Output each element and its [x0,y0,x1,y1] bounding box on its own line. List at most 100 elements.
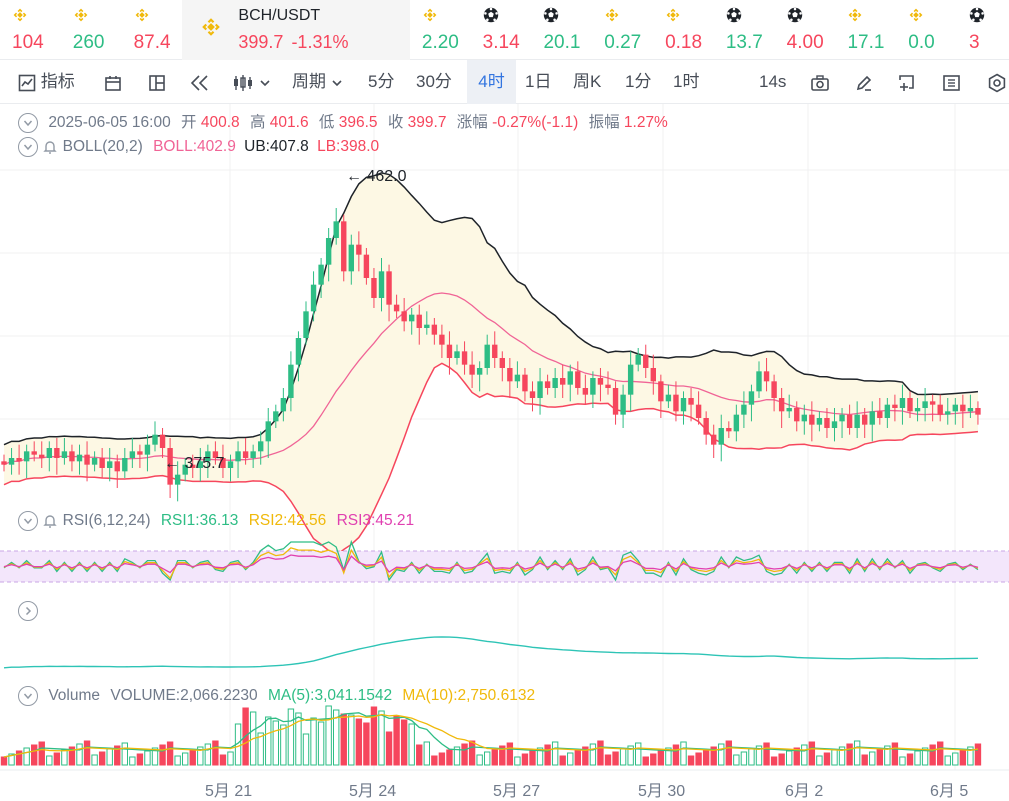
volume-bar [23,747,30,766]
candle-body [461,351,468,365]
volume-bar [76,743,83,766]
candle-body [945,411,951,415]
candle-body [91,458,98,465]
candle-body [695,404,702,418]
ticker-item[interactable]: 20.1 [531,0,592,60]
amplitude-label: 振幅 [588,114,620,131]
boll-band-fill [4,172,978,556]
volume-value: VOLUME:2,066.2230 [110,687,258,705]
ticker-price-value: 0.27 [604,32,642,53]
period-dropdown[interactable]: 周期 [292,60,343,104]
volume-bar [393,715,400,766]
low-annotation: ← 375.7 [164,455,225,472]
settings-button[interactable] [987,60,1007,104]
candle-body [967,408,974,412]
ticker-item[interactable]: 4.00 [775,0,836,60]
interval-1w[interactable]: 周K [573,60,609,104]
settings-panel-button[interactable] [942,60,962,104]
rsi3-line [3,554,979,574]
ticker-item[interactable]: 0.18 [653,0,714,60]
screenshot-button[interactable] [810,60,830,104]
ticker-price-value: 104 [12,32,44,53]
volume-bar [506,742,514,766]
ticker-price-value: 20.1 [543,32,581,53]
ticker-item[interactable]: 13.7 [714,0,775,60]
candle-body [567,371,573,385]
candle-body [733,414,740,432]
replay-button[interactable] [190,60,210,104]
collapse-toggle[interactable] [18,511,38,531]
ticker-item[interactable]: 87.4 [122,0,183,60]
indicator-3-line [3,636,978,669]
candle-body [31,451,37,455]
boll-legend: BOLL(20,2) BOLL:402.9 UB:407.8 LB:398.0 [18,137,379,157]
collapse-toggle[interactable] [18,137,38,157]
candle-body [258,441,264,452]
ticker-item[interactable]: 260 [61,0,122,60]
calendar-icon [105,75,121,91]
candle-body [416,314,422,328]
layout-button[interactable] [148,60,166,104]
interval-1min[interactable]: 1分 [625,60,655,104]
candle-body [197,461,203,468]
collapse-toggle[interactable] [18,686,38,706]
volume-bar [899,756,906,766]
binance-coin-icon [665,7,681,23]
candle-body [771,381,777,398]
volume-bar [672,744,680,766]
candle-body [522,374,528,392]
add-shape-icon [899,74,914,91]
ticker-active-bch[interactable]: BCH/USDT 399.7 -1.31% [182,0,410,60]
candle-body [446,344,453,358]
ticker-item[interactable]: 2.20 [410,0,471,60]
volume-bar [189,749,196,766]
ticker-item[interactable]: 104 [0,0,61,60]
candle-body [711,434,717,445]
bell-icon[interactable] [42,513,58,529]
ticker-item[interactable]: 0.27 [592,0,653,60]
ticker-item[interactable]: 3.14 [471,0,532,60]
candle-body [846,414,853,428]
ticker-item[interactable]: 3 [957,0,1009,60]
candle-body [529,391,536,398]
candle-body [560,378,566,385]
volume-bar [144,750,151,766]
interval-label: 1日 [525,72,552,91]
candle-body [786,408,792,412]
ticker-item[interactable]: 0.0 [896,0,957,60]
volume-legend: Volume VOLUME:2,066.2230 MA(5):3,041.154… [18,686,535,706]
ticker-item[interactable]: 17.1 [835,0,896,60]
volume-bar [733,754,740,766]
interval-4h[interactable]: 4时 [467,60,516,104]
indicator-label: 指标 [40,72,75,91]
candle-body [514,374,521,382]
volume-bar [665,747,672,766]
boll-mid-value: BOLL:402.9 [153,138,236,156]
high-label: 高 [249,114,266,131]
candle-body [658,381,664,402]
volume-bar [974,743,982,766]
collapse-toggle[interactable] [18,112,38,133]
candle-body [650,368,656,382]
volume-bar [212,740,219,766]
interval-5m[interactable]: 5分 [368,60,398,104]
expand-toggle[interactable] [18,601,38,621]
calendar-button[interactable] [104,60,122,104]
candle-body [242,451,249,458]
volume-bar [861,754,868,766]
volume-bar [68,746,76,766]
interval-1d[interactable]: 1日 [525,60,555,104]
indicator-button[interactable]: 指标 [18,60,75,104]
volume-bar [227,751,234,766]
volume-bar [831,749,838,766]
volume-bar [378,710,385,766]
bell-icon[interactable] [42,139,58,155]
draw-button[interactable] [855,60,873,104]
volume-bar [91,754,98,766]
interval-1hour[interactable]: 1时 [673,60,705,104]
interval-30m[interactable]: 30分 [416,60,458,104]
add-drawing-button[interactable] [897,60,917,104]
volume-bar [801,744,808,766]
chart-type-button[interactable] [232,60,271,104]
